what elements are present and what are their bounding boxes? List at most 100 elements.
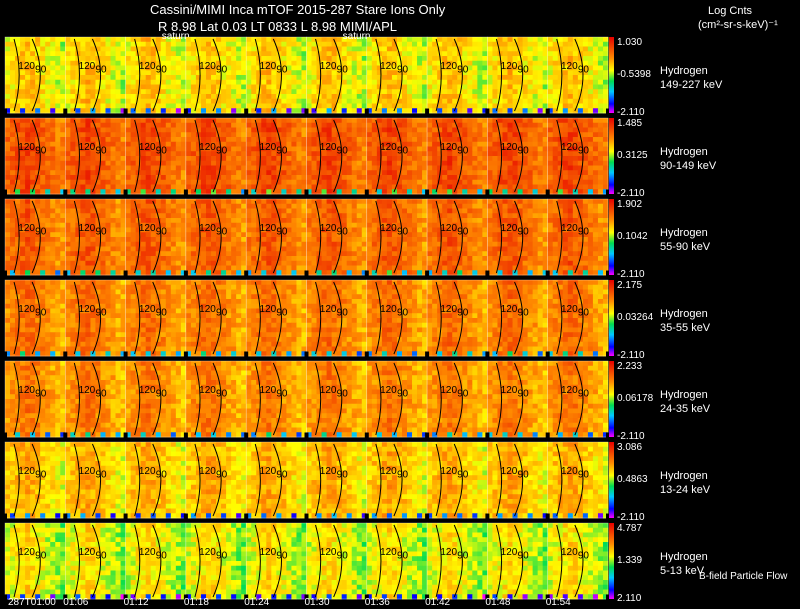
heatmap-cell [522, 75, 528, 81]
heatmap-cell [432, 184, 438, 190]
heatmap-cell [170, 151, 177, 157]
heatmap-cell [396, 156, 403, 162]
contour-label: 120 [440, 142, 457, 153]
heatmap-cell [492, 108, 498, 114]
heatmap-cell [65, 94, 71, 100]
heatmap-cell [236, 256, 242, 262]
heatmap-cell [592, 156, 599, 162]
heatmap-cell [170, 70, 177, 76]
heatmap-cell [502, 175, 508, 181]
heatmap-cell [321, 184, 327, 190]
heatmap-cell [195, 146, 202, 152]
heatmap-cell [115, 175, 121, 181]
heatmap-cell [291, 256, 297, 262]
heatmap-cell [281, 213, 287, 219]
heatmap-cell [567, 46, 574, 52]
heatmap-cell [145, 60, 152, 66]
heatmap-cell [286, 146, 292, 152]
heatmap-cell [40, 60, 46, 66]
heatmap-cell [592, 189, 599, 195]
heatmap-cell [226, 122, 232, 128]
heatmap-cell [477, 60, 483, 66]
heatmap-cell [60, 227, 66, 233]
heatmap-cell [522, 175, 528, 181]
heatmap-cell [592, 46, 599, 52]
heatmap-cell [120, 108, 126, 114]
heatmap-cell [180, 170, 187, 176]
heatmap-cell [422, 170, 428, 176]
heatmap-cell [286, 156, 292, 162]
heatmap-cell [241, 265, 247, 271]
heatmap-cell [517, 137, 523, 143]
heatmap-cell [65, 127, 71, 133]
heatmap-cell [386, 132, 393, 138]
heatmap-cell [175, 199, 182, 205]
heatmap-cell [281, 218, 287, 224]
heatmap-cell [557, 184, 564, 190]
heatmap-cell [50, 84, 56, 90]
heatmap-cell [60, 246, 66, 252]
heatmap-cell [467, 37, 473, 43]
heatmap-cell [552, 103, 559, 109]
heatmap-cell [271, 213, 277, 219]
heatmap-cell [592, 79, 599, 85]
heatmap-cell [20, 213, 26, 219]
heatmap-cell [537, 175, 544, 181]
heatmap-cell [65, 60, 71, 66]
heatmap-cell [10, 98, 16, 104]
heatmap-cell [236, 41, 242, 47]
heatmap-cell [20, 137, 26, 143]
heatmap-cell [417, 79, 423, 85]
heatmap-cell [442, 79, 448, 85]
heatmap-cell [356, 122, 363, 128]
cross-marker [364, 189, 369, 204]
heatmap-cell [567, 175, 574, 181]
heatmap-cell [40, 118, 46, 124]
heatmap-cell [25, 65, 31, 71]
heatmap-cell [100, 65, 106, 71]
heatmap-cell [351, 184, 358, 190]
heatmap-cell [195, 41, 202, 47]
heatmap-cell [90, 98, 96, 104]
heatmap-cell [281, 70, 287, 76]
heatmap-cell [90, 146, 96, 152]
heatmap-cell [492, 51, 498, 57]
heatmap-cell [562, 137, 569, 143]
heatmap-cell [396, 75, 403, 81]
heatmap-cell [195, 160, 202, 166]
heatmap-cell [271, 65, 277, 71]
heatmap-cell [331, 75, 338, 81]
heatmap-cell [150, 132, 157, 138]
heatmap-cell [236, 98, 242, 104]
heatmap-cell [552, 160, 559, 166]
heatmap-cell [236, 151, 242, 157]
heatmap-cell [497, 184, 503, 190]
heatmap-cell [180, 79, 187, 85]
heatmap-cell [356, 184, 363, 190]
heatmap-cell [180, 265, 187, 271]
heatmap-cell [346, 165, 353, 171]
heatmap-cell [442, 65, 448, 71]
heatmap-cell [175, 37, 182, 43]
heatmap-cell [170, 241, 177, 247]
heatmap-cell [206, 270, 212, 276]
heatmap-cell [472, 175, 478, 181]
heatmap-cell [20, 265, 26, 271]
heatmap-cell [532, 51, 539, 57]
heatmap-cell [226, 184, 232, 190]
heatmap-cell [527, 65, 534, 71]
heatmap-cell [70, 160, 76, 166]
heatmap-cell [211, 237, 217, 243]
heatmap-cell [537, 151, 544, 157]
heatmap-cell [25, 56, 31, 62]
heatmap-cell [502, 146, 508, 152]
heatmap-cell [482, 189, 488, 195]
heatmap-cell [140, 270, 147, 276]
heatmap-cell [447, 189, 453, 195]
heatmap-cell [276, 151, 282, 157]
heatmap-cell [422, 179, 428, 185]
heatmap-cell [407, 175, 413, 181]
heatmap-cell [296, 175, 302, 181]
heatmap-cell [160, 232, 167, 238]
heatmap-cell [417, 151, 423, 157]
